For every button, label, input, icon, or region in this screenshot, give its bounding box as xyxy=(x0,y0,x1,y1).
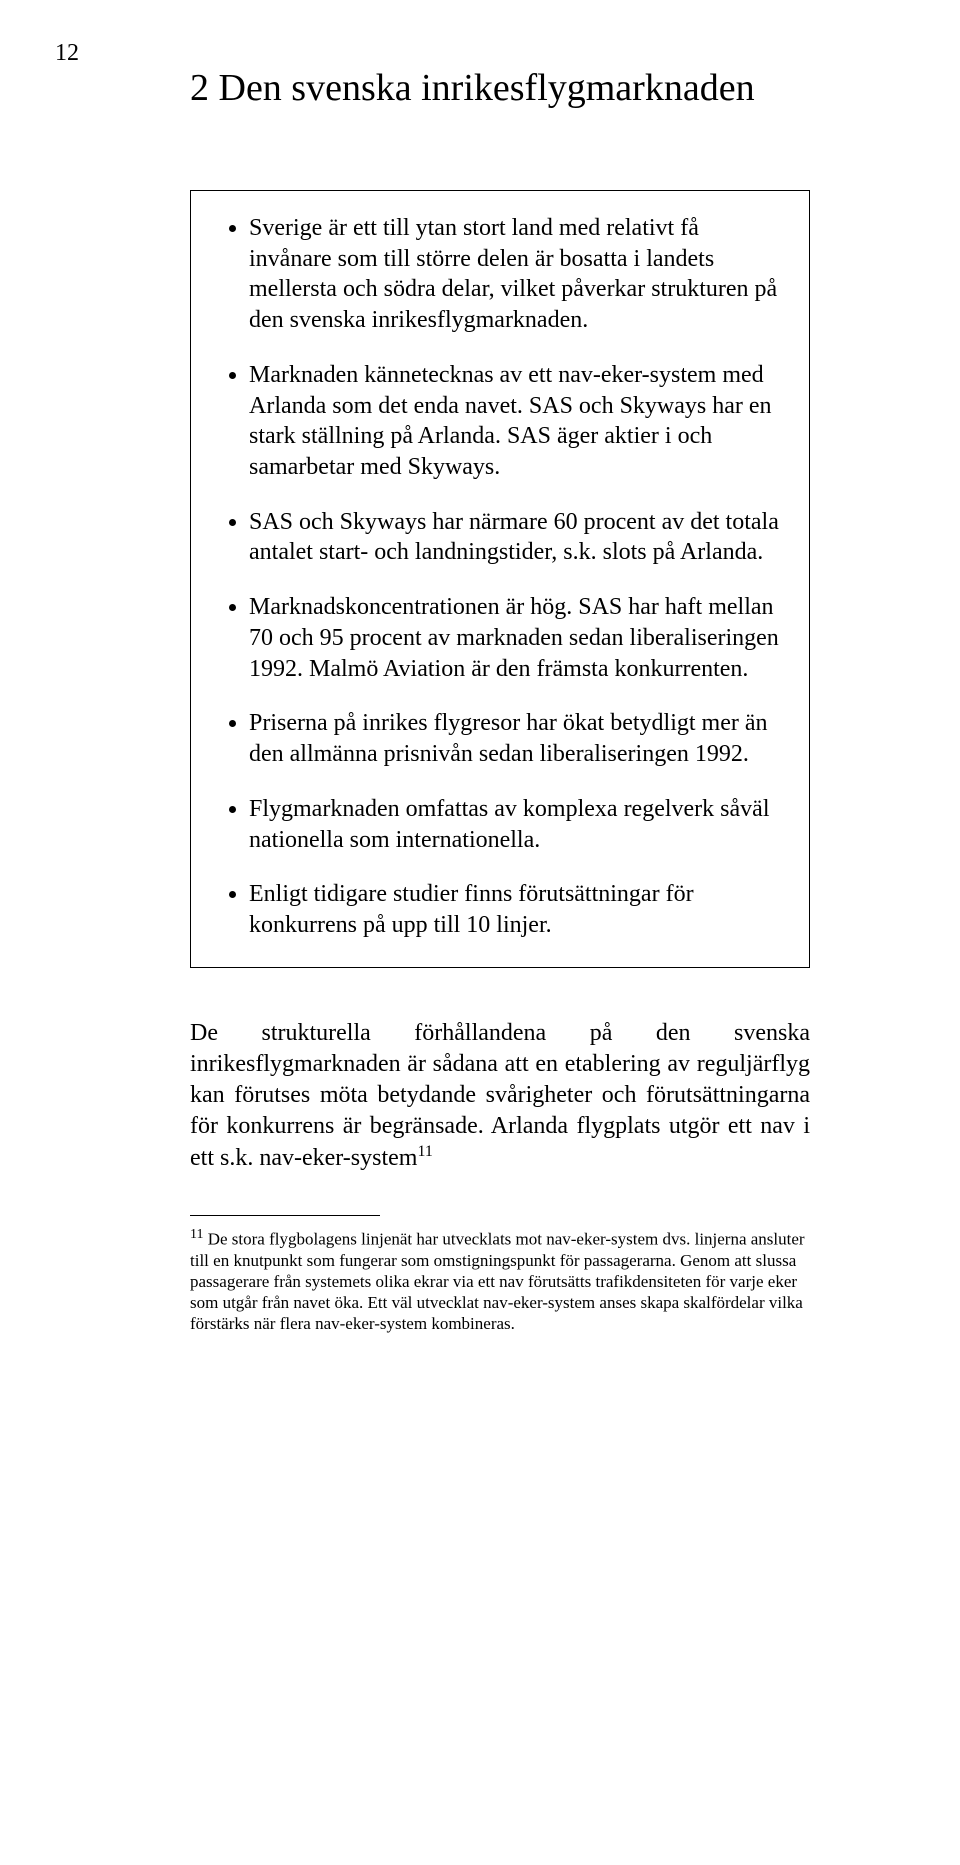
footnote: 11 De stora flygbolagens linjenät har ut… xyxy=(190,1226,810,1335)
summary-item: Flygmarknaden omfattas av komplexa regel… xyxy=(249,794,779,855)
footnote-reference: 11 xyxy=(417,1143,432,1160)
summary-item: Enligt tidigare studier finns förutsättn… xyxy=(249,879,779,940)
footnote-text: De stora flygbolagens linjenät har utvec… xyxy=(190,1229,805,1333)
footnote-number: 11 xyxy=(190,1227,203,1242)
summary-item: SAS och Skyways har närmare 60 procent a… xyxy=(249,507,779,568)
summary-box: Sverige är ett till ytan stort land med … xyxy=(190,190,810,968)
summary-list: Sverige är ett till ytan stort land med … xyxy=(221,213,779,941)
summary-item: Priserna på inrikes flygresor har ökat b… xyxy=(249,708,779,769)
page-number: 12 xyxy=(55,40,79,67)
summary-item: Marknaden kännetecknas av ett nav-eker-s… xyxy=(249,360,779,483)
body-paragraph-text: De strukturella förhållandena på den sve… xyxy=(190,1020,810,1172)
body-paragraph: De strukturella förhållandena på den sve… xyxy=(190,1018,810,1175)
summary-item: Marknadskoncentrationen är hög. SAS har … xyxy=(249,592,779,684)
document-page: 12 2 Den svenska inrikesflygmarknaden Sv… xyxy=(0,0,960,1865)
summary-item: Sverige är ett till ytan stort land med … xyxy=(249,213,779,336)
chapter-heading: 2 Den svenska inrikesflygmarknaden xyxy=(190,66,810,110)
footnote-separator xyxy=(190,1215,380,1216)
